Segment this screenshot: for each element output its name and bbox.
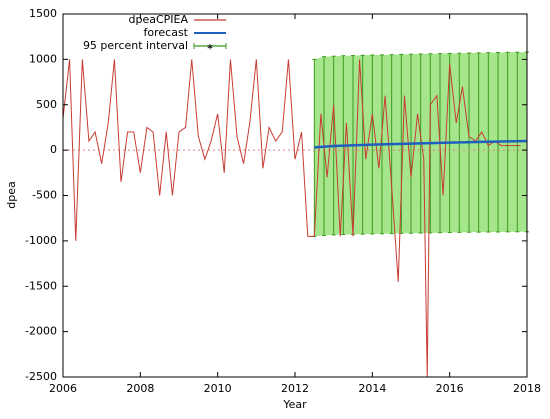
- x-tick-label: 2018: [513, 382, 541, 395]
- x-tick-label: 2008: [126, 382, 154, 395]
- y-tick-label: 1000: [29, 52, 57, 65]
- y-tick-label: -1500: [25, 279, 57, 292]
- y-tick-label: -1000: [25, 234, 57, 247]
- y-axis-label: dpea: [5, 181, 18, 208]
- y-tick-label: -500: [32, 189, 57, 202]
- series-line: [62, 59, 521, 378]
- x-tick-label: 2014: [358, 382, 386, 395]
- x-axis-label: Year: [282, 398, 307, 411]
- legend-label: 95 percent interval: [83, 39, 188, 52]
- y-tick-label: 0: [50, 143, 57, 156]
- x-tick-label: 2010: [204, 382, 232, 395]
- x-tick-label: 2006: [49, 382, 77, 395]
- y-tick-label: 1500: [29, 7, 57, 20]
- y-tick-label: -2000: [25, 325, 57, 338]
- y-tick-label: -2500: [25, 370, 57, 383]
- legend-label: forecast: [144, 26, 189, 39]
- legend-marker: ∗: [206, 43, 214, 53]
- y-tick-label: 500: [36, 98, 57, 111]
- legend-label: dpeaCPIEA: [128, 13, 188, 26]
- x-tick-label: 2012: [281, 382, 309, 395]
- x-tick-label: 2016: [436, 382, 464, 395]
- series-line: [314, 139, 528, 149]
